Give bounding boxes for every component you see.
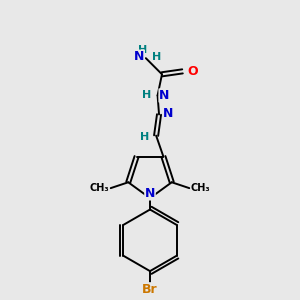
Text: H: H: [152, 52, 162, 62]
Text: N: N: [159, 89, 169, 102]
Text: Br: Br: [142, 283, 158, 296]
Text: O: O: [187, 65, 197, 78]
Text: H: H: [140, 132, 150, 142]
Text: H: H: [142, 90, 151, 100]
Text: N: N: [134, 50, 144, 63]
Text: N: N: [145, 187, 155, 200]
Text: H: H: [138, 45, 148, 55]
Text: CH₃: CH₃: [191, 183, 210, 193]
Text: CH₃: CH₃: [90, 183, 109, 193]
Text: N: N: [163, 107, 173, 120]
